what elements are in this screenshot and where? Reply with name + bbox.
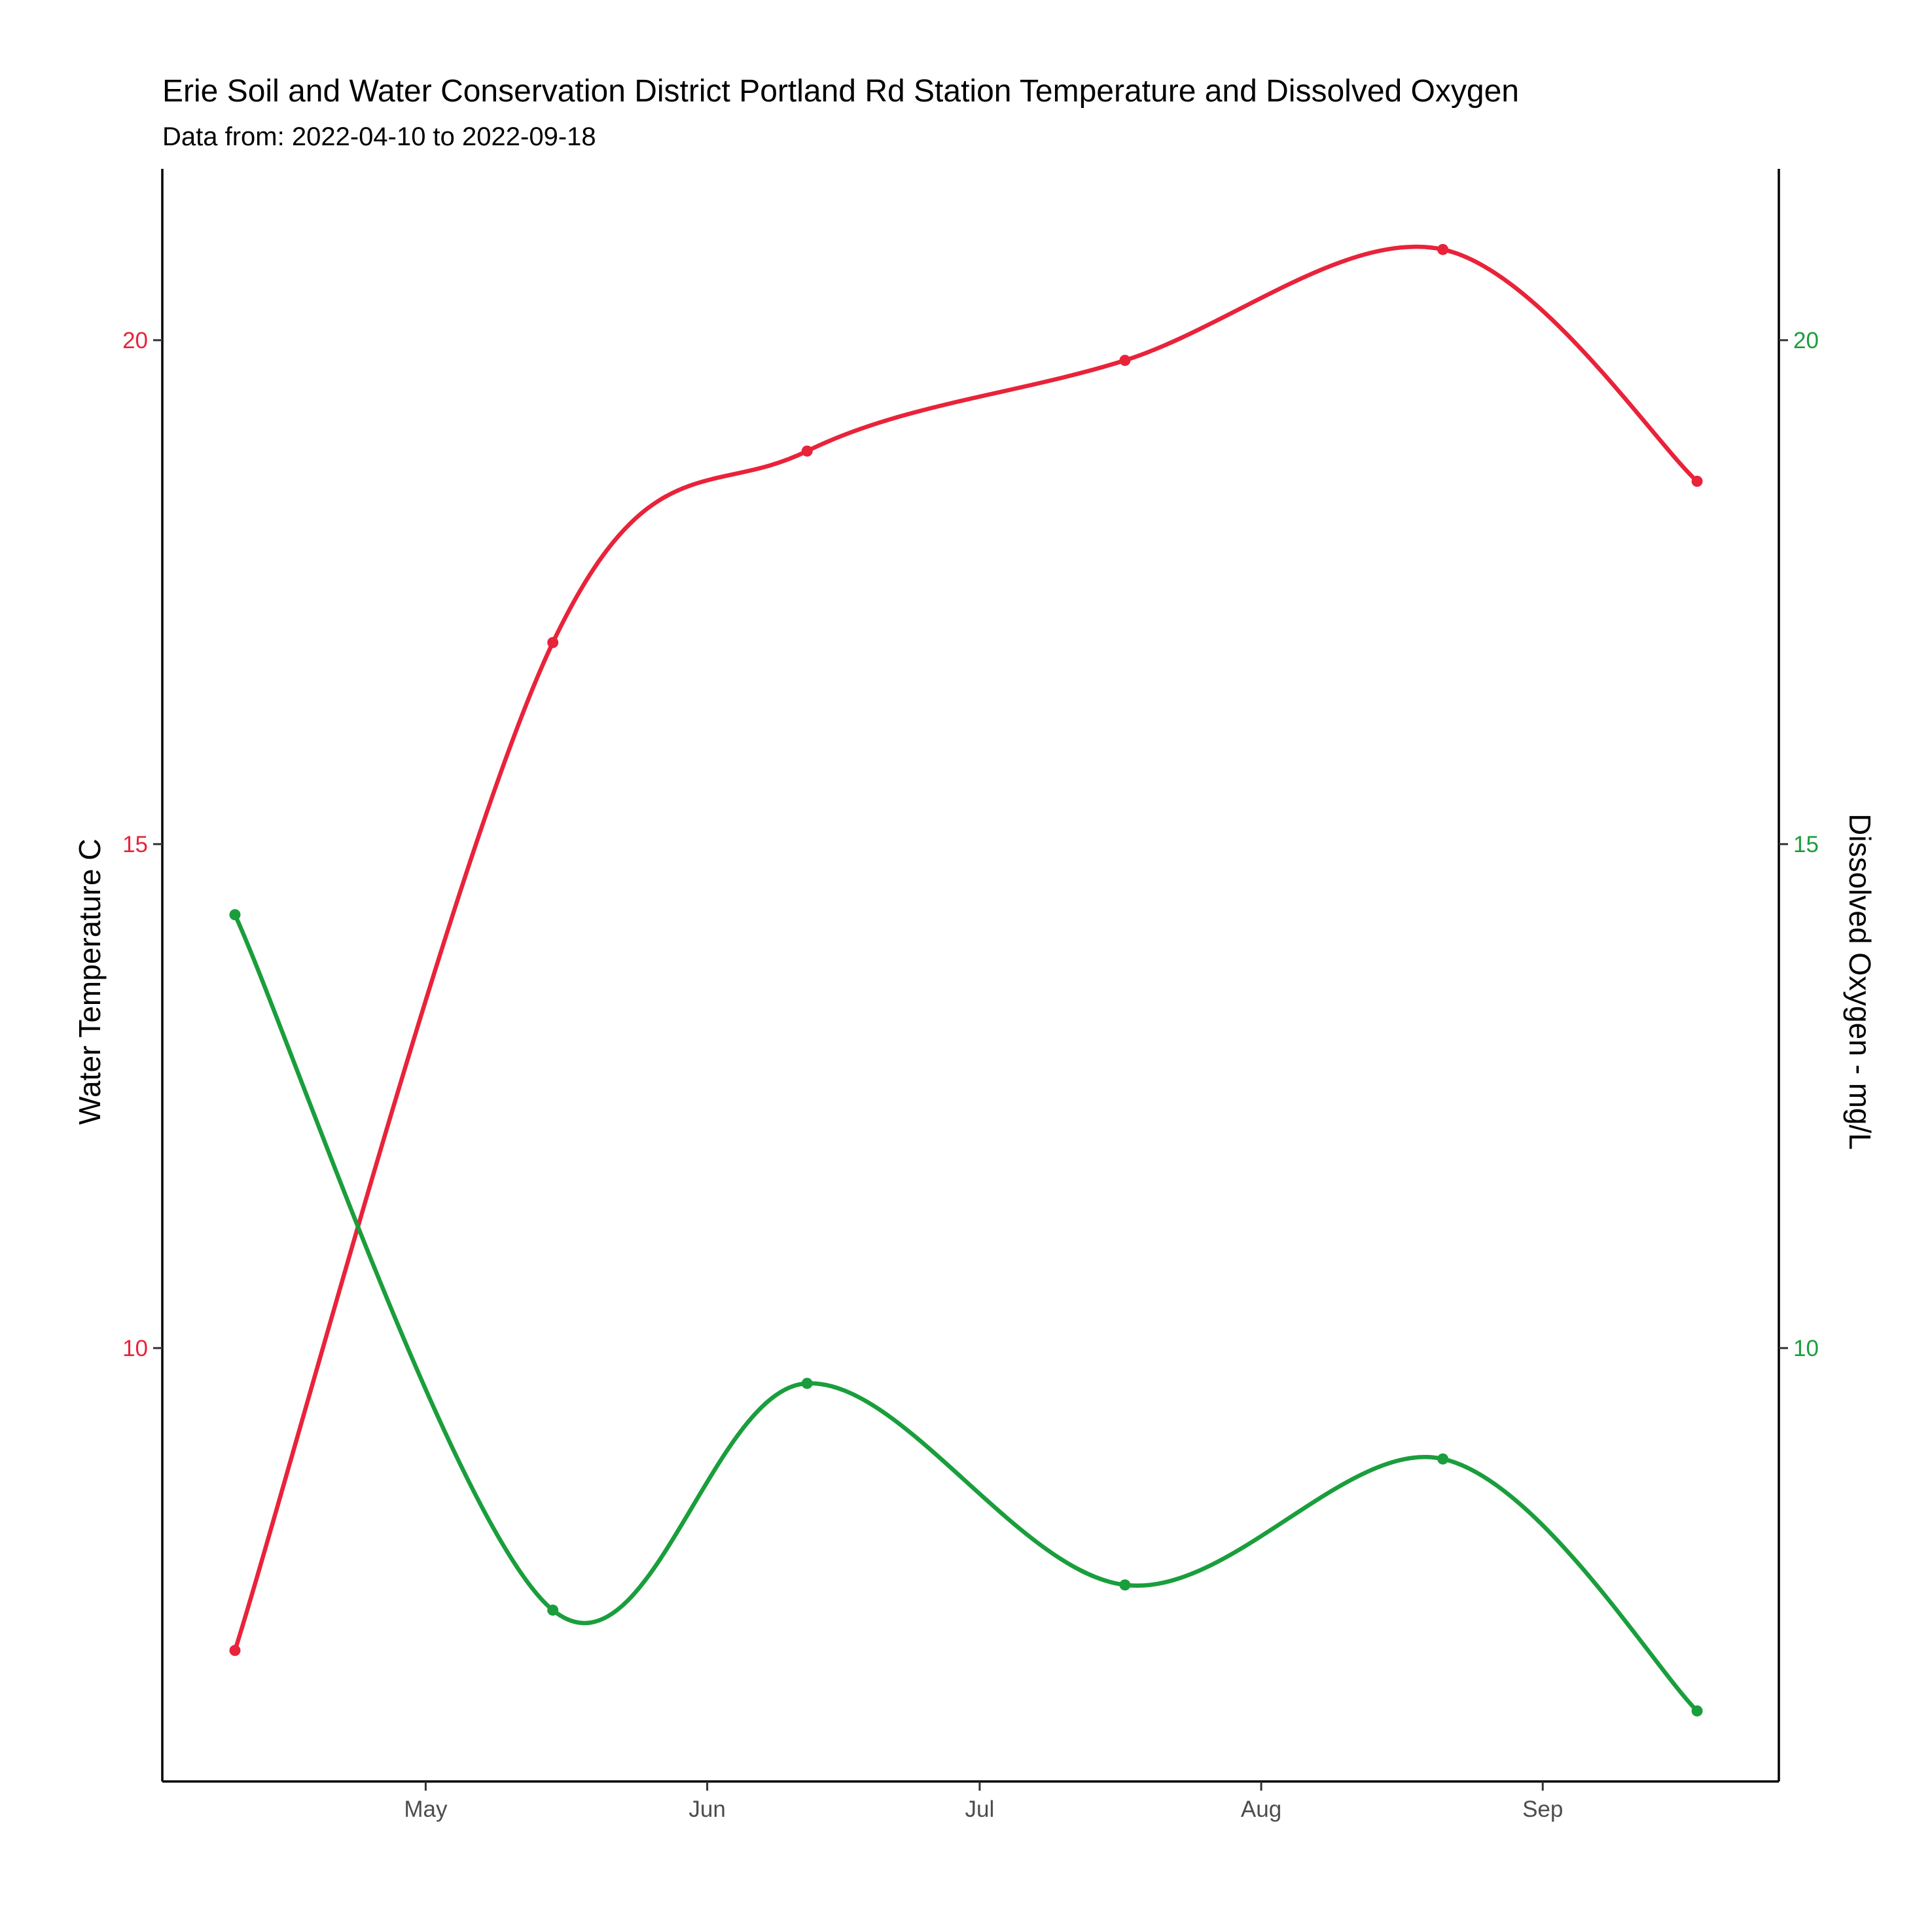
y-left-tick-label: 15: [122, 832, 148, 857]
chart-title: Erie Soil and Water Conservation Distric…: [162, 74, 1519, 109]
y-axis-right-title: Dissolved Oxygen - mg/L: [1843, 814, 1877, 1150]
x-tick-label: Jul: [965, 1797, 995, 1822]
dissolved-oxygen-point: [229, 909, 241, 921]
dissolved-oxygen-point: [1437, 1453, 1449, 1465]
dissolved-oxygen-point: [1119, 1579, 1131, 1591]
water-temperature-point: [1437, 243, 1449, 255]
series-lines: [232, 244, 1700, 1713]
chart-subtitle: Data from: 2022-04-10 to 2022-09-18: [162, 122, 596, 151]
y-right-tick-label: 20: [1793, 328, 1819, 353]
dissolved-oxygen-point: [1691, 1705, 1703, 1717]
x-tick-label: Jun: [689, 1797, 725, 1822]
dissolved-oxygen-line: [232, 912, 1700, 1713]
y-axis-left-title: Water Temperature C: [73, 838, 107, 1124]
dissolved-oxygen-point: [547, 1604, 559, 1616]
axes: [161, 169, 1780, 1783]
water-temperature-point: [547, 637, 559, 649]
ticks: May Jun Jul Aug Sep 10 15 20 10 15 20: [122, 328, 1819, 1822]
water-temperature-line: [232, 244, 1700, 1653]
y-right-tick-label: 15: [1793, 832, 1819, 857]
y-left-tick-label: 20: [122, 328, 148, 353]
y-left-tick-label: 10: [122, 1336, 148, 1361]
x-tick-label: Sep: [1522, 1797, 1563, 1822]
water-temperature-point: [801, 445, 813, 457]
series-points: [229, 243, 1703, 1717]
dissolved-oxygen-point: [801, 1378, 813, 1389]
y-right-tick-label: 10: [1793, 1336, 1819, 1361]
x-tick-label: May: [404, 1797, 448, 1822]
water-temperature-point: [229, 1645, 241, 1656]
x-tick-label: Aug: [1241, 1797, 1281, 1822]
water-temperature-point: [1691, 475, 1703, 487]
water-temperature-point: [1119, 355, 1131, 367]
